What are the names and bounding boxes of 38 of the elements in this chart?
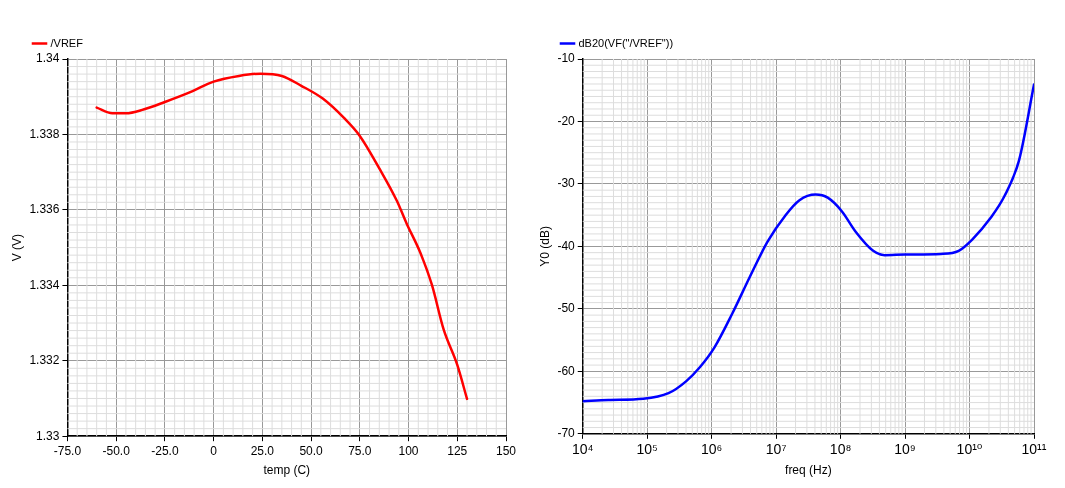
x-tick-label: 0 bbox=[210, 443, 218, 458]
y-tick-label: -30 bbox=[557, 176, 576, 191]
x-tick-label: 75.0 bbox=[348, 443, 372, 458]
x-tick-label: 10⁴ bbox=[571, 441, 594, 458]
x-tick-label: 10⁵ bbox=[636, 441, 658, 458]
y-tick-label: 1.34 bbox=[36, 51, 60, 66]
x-axis-title: freq (Hz) bbox=[785, 463, 832, 478]
y-tick-label: 1.334 bbox=[29, 277, 60, 292]
x-tick-label: -25.0 bbox=[151, 443, 179, 458]
x-tick-label: 10⁹ bbox=[894, 441, 916, 458]
y-tick-label: -70 bbox=[557, 426, 576, 441]
x-tick-label: 10¹⁰ bbox=[956, 441, 983, 458]
y-tick-label: -60 bbox=[557, 363, 576, 378]
y-tick-label: 1.336 bbox=[29, 202, 60, 217]
x-tick-label: 125 bbox=[447, 443, 468, 458]
x-tick-label: 10¹¹ bbox=[1021, 441, 1047, 458]
y-tick-label: 1.338 bbox=[29, 126, 60, 141]
x-tick-label: 25.0 bbox=[250, 443, 275, 458]
x-axis-title: temp (C) bbox=[263, 463, 311, 478]
x-tick-label: -75.0 bbox=[53, 443, 82, 458]
x-tick-label: 150 bbox=[495, 443, 517, 458]
y-tick-label: -10 bbox=[557, 51, 576, 66]
legend-label: dB20(VF("/VREF")) bbox=[578, 36, 674, 49]
x-tick-label: 10⁷ bbox=[765, 441, 787, 458]
x-tick-label: -50.0 bbox=[102, 443, 131, 458]
y-tick-label: -20 bbox=[557, 113, 576, 128]
x-tick-label: 50.0 bbox=[299, 443, 324, 458]
x-tick-label: 10⁶ bbox=[701, 441, 723, 458]
legend-label: /VREF bbox=[50, 36, 84, 49]
x-tick-label: 10⁸ bbox=[829, 441, 852, 458]
y-tick-label: -50 bbox=[557, 301, 576, 316]
x-tick-label: 100 bbox=[398, 443, 419, 458]
line-series bbox=[95, 72, 469, 401]
y-axis-title: V (V) bbox=[9, 233, 24, 262]
y-tick-label: -40 bbox=[557, 238, 576, 253]
y-tick-label: 1.33 bbox=[36, 428, 60, 443]
y-axis-title: Y0 (dB) bbox=[537, 226, 552, 267]
y-tick-label: 1.332 bbox=[29, 353, 60, 368]
